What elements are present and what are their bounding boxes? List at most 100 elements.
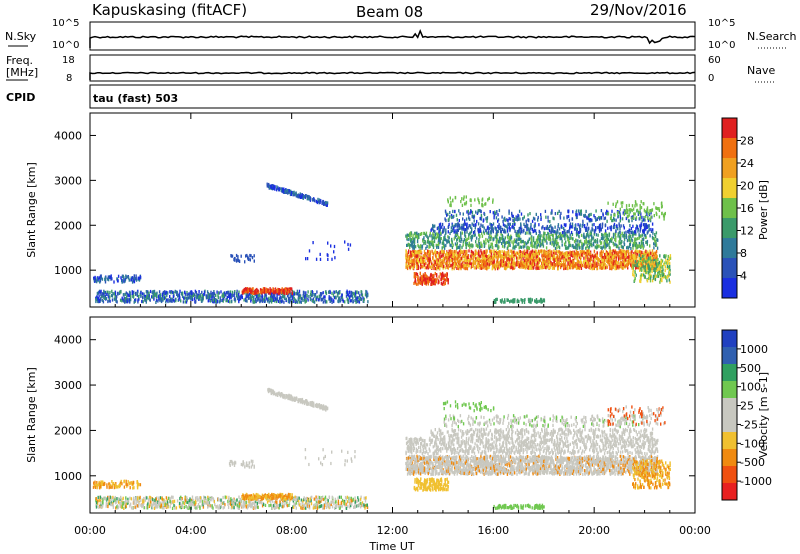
power-echo-cell xyxy=(504,230,507,234)
power-echo-cell xyxy=(434,232,437,236)
power-echo-cell xyxy=(454,256,456,260)
power-echo-cell xyxy=(433,250,436,254)
power-echo-cell xyxy=(605,252,608,256)
power-echo-cell xyxy=(634,230,636,234)
power-echo-cell xyxy=(523,222,525,226)
power-echo-cell xyxy=(628,253,630,257)
power-echo-cell xyxy=(506,251,508,255)
power-echo-cell xyxy=(407,251,409,255)
power-echo-cell xyxy=(605,242,607,246)
power-echo-cell xyxy=(643,225,646,229)
power-echo-cell xyxy=(571,232,574,237)
power-echo-cell xyxy=(516,230,518,234)
power-echo-cell xyxy=(631,230,634,234)
power-echo-cell xyxy=(498,223,500,227)
power-echo-cell xyxy=(198,290,200,294)
power-echo-cell xyxy=(129,294,131,298)
power-echo-cell xyxy=(470,225,472,229)
power-echo-cell xyxy=(128,278,130,282)
power-echo-cell xyxy=(411,263,413,267)
power-echo-cell xyxy=(573,260,575,264)
power-echo-cell xyxy=(433,262,436,266)
power-echo-cell xyxy=(652,237,654,241)
power-echo-cell xyxy=(160,295,162,299)
power-echo-cell xyxy=(128,300,131,304)
power-echo-cell xyxy=(510,236,513,240)
power-echo-cell xyxy=(522,263,524,267)
power-echo-cell xyxy=(439,236,441,240)
power-echo-cell xyxy=(654,240,656,244)
power-echo-cell xyxy=(530,243,532,247)
power-echo-cell xyxy=(436,267,438,271)
power-echo-cell xyxy=(641,254,643,258)
power-echo-cell xyxy=(104,280,107,284)
power-echo-cell xyxy=(287,300,290,304)
power-echo-cell xyxy=(444,253,447,257)
power-echo-cell xyxy=(621,231,623,235)
power-echo-cell xyxy=(471,236,473,240)
power-echo-cell xyxy=(639,261,642,265)
power-echo-cell xyxy=(533,259,536,263)
power-echo-cell xyxy=(296,300,298,304)
power-echo-cell xyxy=(537,235,539,239)
power-echo-cell xyxy=(216,290,218,294)
power-echo-cell xyxy=(611,249,613,254)
power-echo-cell xyxy=(147,290,149,294)
power-echo-cell xyxy=(654,260,656,265)
power-echo-cell xyxy=(541,249,543,253)
power-echo-cell xyxy=(614,264,617,269)
power-echo-cell xyxy=(431,234,433,238)
power-echo-cell xyxy=(462,240,464,244)
power-echo-cell xyxy=(505,263,507,267)
power-echo-cell xyxy=(551,253,553,257)
power-echo-cell xyxy=(301,195,303,199)
power-echo-cell xyxy=(332,299,335,303)
power-echo-cell xyxy=(513,240,515,244)
power-echo-cell xyxy=(442,241,444,245)
power-echo-cell xyxy=(624,253,627,257)
power-echo-cell xyxy=(286,291,288,295)
power-echo-cell xyxy=(539,244,542,248)
power-echo-cell xyxy=(593,249,596,253)
power-echo-cell xyxy=(497,240,500,244)
power-echo-cell xyxy=(596,261,598,265)
power-echo-cell xyxy=(530,266,532,270)
power-echo-cell xyxy=(572,245,575,249)
power-echo-cell xyxy=(583,242,585,246)
power-echo-cell xyxy=(464,252,466,256)
power-echo-cell xyxy=(112,292,114,296)
power-echo-cell xyxy=(616,251,618,255)
power-echo-cell xyxy=(431,264,433,268)
power-echo-cell xyxy=(96,277,98,281)
power-echo-cell xyxy=(593,265,595,269)
power-echo-cell xyxy=(631,250,633,254)
power-echo-cell xyxy=(222,299,224,303)
power-echo-cell xyxy=(427,266,429,270)
power-echo-cell xyxy=(426,251,429,255)
power-echo-cell xyxy=(292,293,294,297)
power-echo-cell xyxy=(564,254,567,259)
power-echo-cell xyxy=(124,279,126,283)
power-echo-cell xyxy=(494,254,496,259)
power-echo-cell xyxy=(585,209,587,213)
power-echo-cell xyxy=(576,253,578,258)
power-echo-cell xyxy=(592,242,595,246)
power-echo-cell xyxy=(248,288,250,292)
power-echo-cell xyxy=(356,297,358,301)
power-echo-cell xyxy=(524,255,526,259)
power-echo-cell xyxy=(527,256,529,260)
power-echo-cell xyxy=(614,251,616,255)
power-echo-cell xyxy=(231,254,234,258)
power-echo-cell xyxy=(504,230,506,234)
power-echo-cell xyxy=(277,186,279,190)
power-echo-cell xyxy=(424,233,427,237)
power-echo-cell xyxy=(422,265,424,269)
power-echo-cell xyxy=(308,294,310,299)
power-echo-cell xyxy=(450,264,452,268)
power-echo-cell xyxy=(432,229,435,233)
power-echo-cell xyxy=(165,300,167,304)
power-echo-cell xyxy=(446,264,448,268)
power-echo-cell xyxy=(305,291,307,295)
power-echo-cell xyxy=(430,259,432,264)
power-echo-cell xyxy=(559,266,562,270)
